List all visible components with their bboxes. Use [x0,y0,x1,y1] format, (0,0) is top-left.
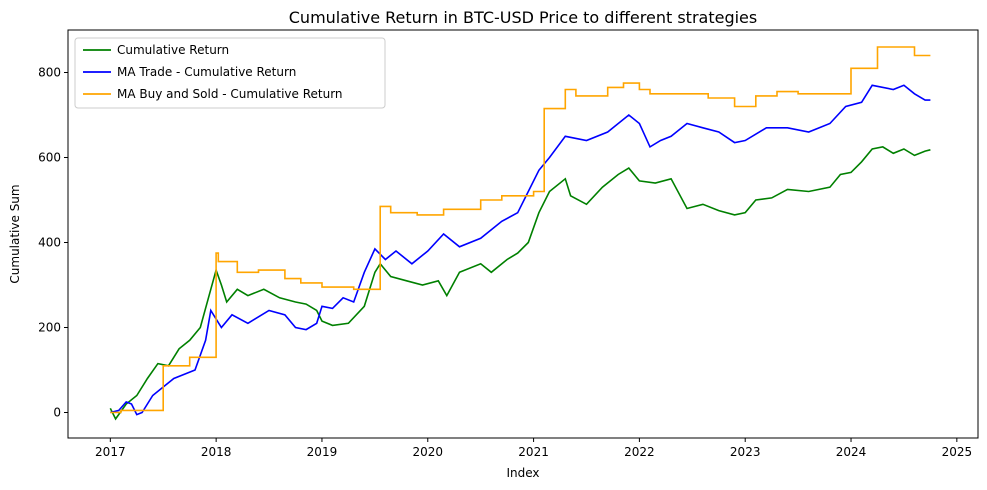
series-line-1 [109,146,931,421]
y-tick-label: 800 [38,66,61,80]
legend: Cumulative Return MA Trade - Cumulative R… [74,37,386,109]
y-axis: 0 200 400 600 800 [38,66,68,420]
x-axis: 2017 2018 2019 2020 2021 2022 2023 2024 2025 [95,438,972,459]
x-tick-label: 2019 [307,445,338,459]
x-tick-label: 2020 [412,445,443,459]
chart-title: Cumulative Return in BTC-USD Price to di… [289,8,757,27]
series-layer [109,46,931,421]
x-tick-label: 2024 [836,445,867,459]
x-tick-label: 2021 [518,445,549,459]
x-tick-label: 2017 [95,445,126,459]
series-line-3 [110,46,931,414]
y-tick-label: 600 [38,151,61,165]
series-line-2 [110,84,931,416]
legend-label-2: MA Trade - Cumulative Return [117,65,296,79]
legend-label-1: Cumulative Return [117,43,229,57]
x-tick-label: 2022 [624,445,655,459]
x-tick-label: 2023 [730,445,761,459]
x-tick-label: 2018 [201,445,232,459]
y-tick-label: 0 [53,406,61,420]
y-tick-label: 200 [38,321,61,335]
legend-label-3: MA Buy and Sold - Cumulative Return [117,87,343,101]
y-axis-label: Cumulative Sum [8,184,22,283]
x-tick-label: 2025 [942,445,973,459]
x-axis-label: Index [506,466,539,480]
y-tick-label: 400 [38,236,61,250]
plot-area-frame [67,29,979,439]
legend-box [74,37,386,109]
